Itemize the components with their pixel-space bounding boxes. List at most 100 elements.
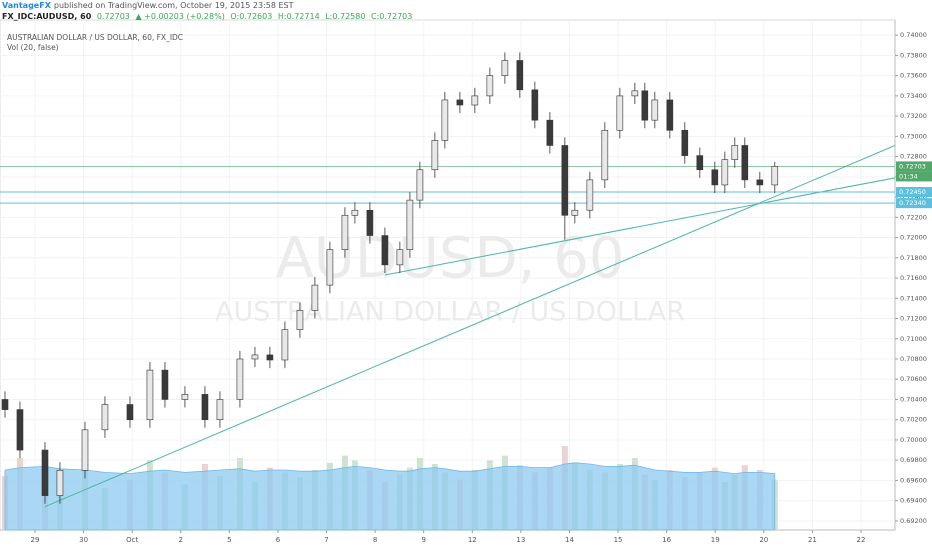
- x-tick-label: 19: [711, 536, 720, 544]
- candle-body: [126, 404, 134, 421]
- candle-body: [201, 394, 209, 421]
- candle-body: [561, 145, 569, 216]
- y-tick-label: 0.70200: [900, 416, 927, 424]
- y-tick-label: 0.72000: [900, 234, 927, 242]
- price-label: 0.72703: [899, 162, 926, 170]
- candle-body: [601, 129, 609, 181]
- volume-ma-area: [4, 462, 776, 531]
- candle-body: [396, 249, 404, 266]
- watermark: AUDUSD, 60: [276, 226, 625, 291]
- x-tick-label: 9: [421, 536, 425, 544]
- x-tick-label: 22: [857, 536, 866, 544]
- candle-body: [696, 155, 704, 171]
- candle-body: [516, 60, 524, 91]
- trendline: [44, 145, 896, 508]
- candle-body: [281, 329, 289, 361]
- candle-body: [431, 140, 439, 171]
- candle-body: [406, 199, 414, 251]
- x-tick-label: 21: [808, 536, 817, 544]
- y-tick-label: 0.70600: [900, 375, 927, 383]
- y-tick-label: 0.71800: [900, 254, 927, 262]
- candle-body: [486, 75, 494, 97]
- y-tick-label: 0.73400: [900, 92, 927, 100]
- candle-body: [456, 99, 464, 106]
- y-tick-label: 0.69400: [900, 497, 927, 505]
- candle-body: [296, 310, 304, 330]
- y-tick-label: 0.69600: [900, 476, 927, 484]
- watermark: AUSTRALIAN DOLLAR / US DOLLAR: [215, 297, 685, 328]
- candle-body: [546, 119, 554, 146]
- y-tick-label: 0.71200: [900, 315, 927, 323]
- candle-body: [641, 90, 649, 121]
- candle-body: [81, 429, 89, 471]
- header-line: FX_IDC:AUDUSD, 60 0.72703 ▲ +0.00203 (+0…: [2, 12, 415, 21]
- price-label: 0.72450: [899, 188, 926, 196]
- y-tick-label: 0.72800: [900, 153, 927, 161]
- candle-body: [771, 166, 779, 186]
- y-tick-label: 0.69800: [900, 456, 927, 464]
- close: C:0.72703: [371, 12, 413, 21]
- candle-body: [651, 99, 659, 121]
- candle-body: [731, 145, 739, 160]
- candle-body: [616, 95, 624, 131]
- candle-body: [756, 179, 764, 186]
- x-tick-label: 6: [276, 536, 281, 544]
- x-tick-label: 15: [614, 536, 623, 544]
- trendline: [384, 177, 896, 276]
- candle-body: [341, 214, 349, 251]
- candle-body: [161, 369, 169, 400]
- y-tick-label: 0.69200: [900, 517, 927, 525]
- candle-body: [101, 404, 109, 431]
- candle-body: [181, 394, 189, 400]
- x-tick-label: 7: [324, 536, 328, 544]
- candle-body: [266, 354, 274, 361]
- candle-body: [381, 235, 389, 266]
- high: H:0.72714: [277, 12, 320, 21]
- chart-title: AUSTRALIAN DOLLAR / US DOLLAR, 60, FX_ID…: [7, 33, 183, 42]
- candle-body: [351, 209, 359, 216]
- y-tick-label: 0.70000: [900, 436, 927, 444]
- candle-body: [571, 209, 579, 216]
- candle-body: [311, 284, 319, 311]
- price-label-box: [896, 161, 932, 172]
- candle-body: [16, 409, 24, 451]
- last-price: 0.72703: [96, 12, 130, 21]
- price-label-box: [896, 198, 932, 209]
- candle-body: [366, 209, 374, 236]
- candle-body: [146, 369, 154, 421]
- x-tick-label: 2: [179, 536, 183, 544]
- candle-body: [631, 90, 639, 97]
- candle-body: [251, 354, 259, 360]
- y-tick-label: 0.71000: [900, 335, 927, 343]
- countdown-box: [896, 171, 932, 182]
- publisher[interactable]: VantageFX: [2, 1, 51, 10]
- y-tick-label: 0.72200: [900, 213, 927, 221]
- x-tick-label: 30: [79, 536, 88, 544]
- candle-body: [666, 99, 674, 131]
- y-tick-label: 0.73600: [900, 72, 927, 80]
- candle-body: [216, 399, 224, 421]
- candle-body: [326, 249, 334, 286]
- indicator-label: Vol (20, false): [7, 43, 59, 52]
- candle-body: [681, 129, 689, 156]
- candle-body: [41, 449, 49, 496]
- x-tick-label: 13: [516, 536, 525, 544]
- y-tick-label: 0.70800: [900, 355, 927, 363]
- candle-body: [531, 89, 539, 121]
- x-tick-label: 14: [565, 536, 574, 544]
- low: L:0.72580: [325, 12, 366, 21]
- x-tick-label: 16: [662, 536, 671, 544]
- x-tick-label: 5: [227, 536, 231, 544]
- published: published on TradingView.com, October 19…: [53, 1, 294, 10]
- y-tick-label: 0.71600: [900, 274, 927, 282]
- candle-body: [721, 159, 729, 186]
- x-tick-label: 12: [468, 536, 477, 544]
- candle-body: [471, 95, 479, 106]
- change: ▲ +0.00203 (+0.28%): [135, 12, 225, 21]
- candle-body: [711, 169, 719, 186]
- y-tick-label: 0.73200: [900, 112, 927, 120]
- y-tick-label: 0.73000: [900, 132, 927, 140]
- x-tick-label: 29: [31, 536, 40, 544]
